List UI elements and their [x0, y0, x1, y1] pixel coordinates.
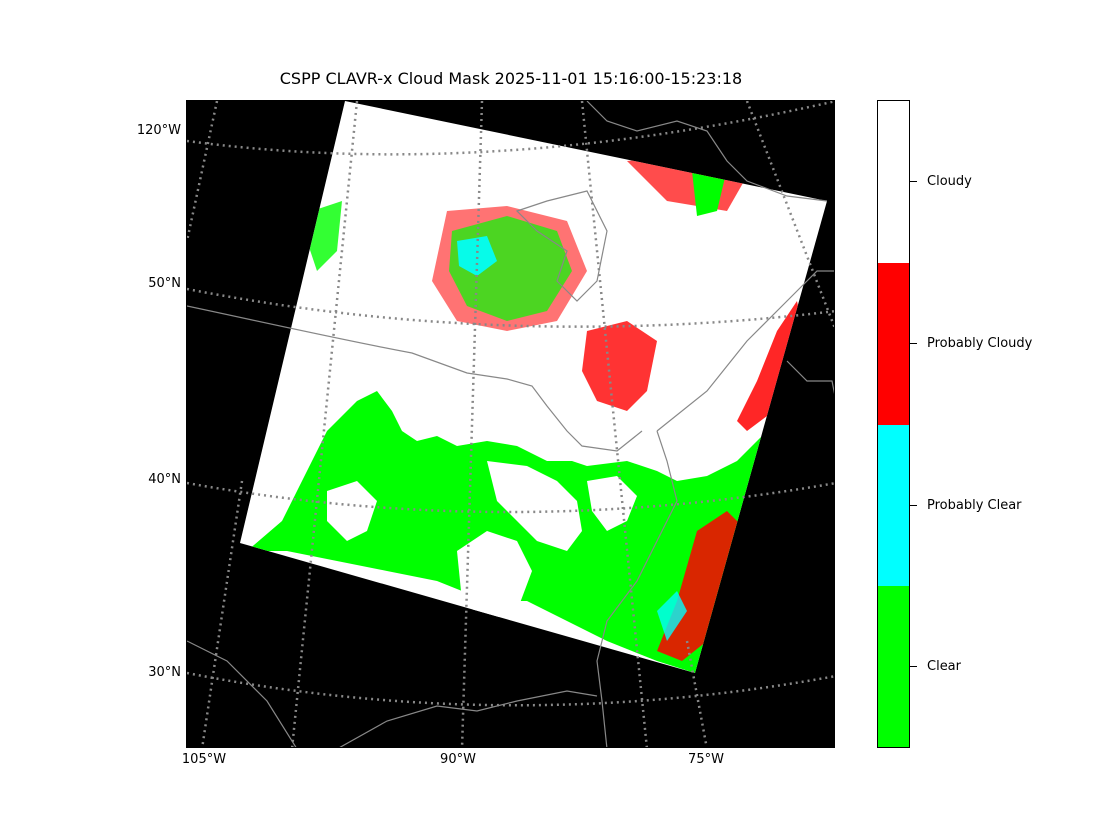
colorbar-cloudy [878, 101, 909, 263]
lat-label-40n: 40°N [148, 472, 181, 487]
colorbar-label-cloudy: Cloudy [927, 174, 972, 189]
lon-line-90 [460, 101, 484, 747]
lon-label-105w: 105°W [181, 752, 227, 767]
colorbar-clear [878, 586, 909, 747]
probably-clear-north [457, 236, 497, 276]
lon-line-75 [685, 101, 834, 747]
lat-line-50 [187, 287, 834, 328]
probably-clear-southeast [657, 591, 687, 641]
colorbar-label-probably-clear: Probably Clear [927, 498, 1022, 513]
map-panel [186, 100, 835, 748]
lat-label-30n: 30°N [148, 665, 181, 680]
coastlines [187, 101, 834, 747]
clear-region-south [247, 391, 777, 673]
lat-line-30 [187, 671, 834, 707]
lat-label-120w: 120°W [136, 123, 181, 138]
lat-line-60 [187, 101, 834, 156]
colorbar-probably-cloudy [878, 263, 909, 425]
lon-line-85 [580, 101, 649, 747]
maritime-coast [786, 360, 834, 395]
gulf-coast [187, 640, 598, 747]
cloud-mask-map [187, 101, 834, 747]
colorbar-label-clear: Clear [927, 659, 961, 674]
colorbar-tick-clear [910, 666, 917, 667]
great-lakes-outline [515, 190, 608, 302]
colorbar [877, 100, 910, 748]
lon-line-105 [187, 101, 244, 747]
atlantic-coast [596, 270, 834, 747]
probably-cloudy-great-lakes [582, 321, 657, 411]
map-title: CSPP CLAVR-x Cloud Mask 2025-11-01 15:16… [279, 69, 743, 88]
colorbar-label-probably-cloudy: Probably Cloudy [927, 336, 1033, 351]
cloudy-patch-mid [487, 461, 582, 551]
hudson-bay-coast [586, 101, 828, 202]
lon-label-90w: 90°W [440, 752, 476, 767]
us-canada-border [187, 305, 643, 452]
colorbar-probably-clear [878, 425, 909, 586]
lon-line-95 [290, 101, 359, 747]
colorbar-tick-cloudy [910, 181, 917, 182]
cloudy-patch-south [457, 531, 532, 621]
clear-patch-northeast [692, 169, 727, 216]
cloudy-patch-east [587, 476, 637, 531]
lat-label-50n: 50°N [148, 276, 181, 291]
lon-label-75w: 75°W [688, 752, 724, 767]
colorbar-tick-probably-cloudy [910, 343, 917, 344]
cloudy-patch-west [327, 481, 377, 541]
probably-cloudy-east-coast [737, 301, 807, 431]
colorbar-tick-probably-clear [910, 505, 917, 506]
cloudy-patch-central [387, 391, 477, 436]
lat-line-40 [187, 481, 834, 514]
cloud-mask-classes [247, 156, 807, 673]
graticule [187, 101, 834, 747]
probably-cloudy-southeast [657, 511, 747, 661]
